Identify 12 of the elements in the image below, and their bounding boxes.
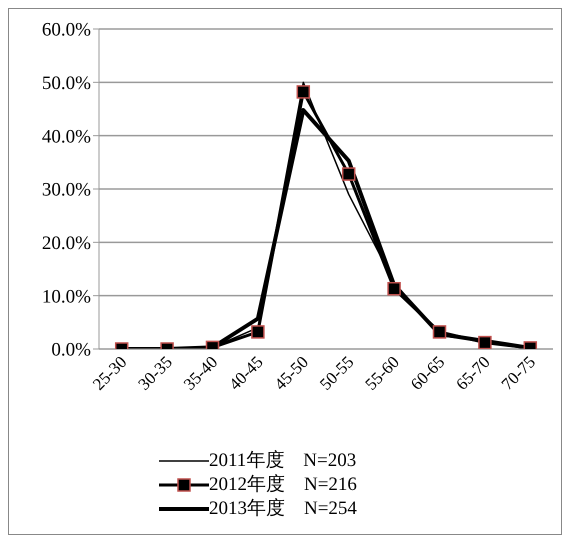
- y-tick-label: 50.0%: [42, 73, 92, 94]
- legend-label: 2011年度 N=203: [209, 449, 356, 473]
- legend-label: 2012年度 N=216: [209, 473, 357, 497]
- y-tick-label: 10.0%: [42, 286, 92, 308]
- y-tick-label: 60.0%: [42, 20, 92, 41]
- y-tick-label: 30.0%: [42, 180, 92, 201]
- legend-label: 2013年度 N=254: [209, 497, 357, 521]
- point: [342, 167, 356, 181]
- y-tick-label: 40.0%: [42, 126, 92, 148]
- point: [296, 85, 310, 99]
- y-tick-label: 0.0%: [51, 340, 92, 361]
- y-tick-label: 20.0%: [42, 233, 92, 254]
